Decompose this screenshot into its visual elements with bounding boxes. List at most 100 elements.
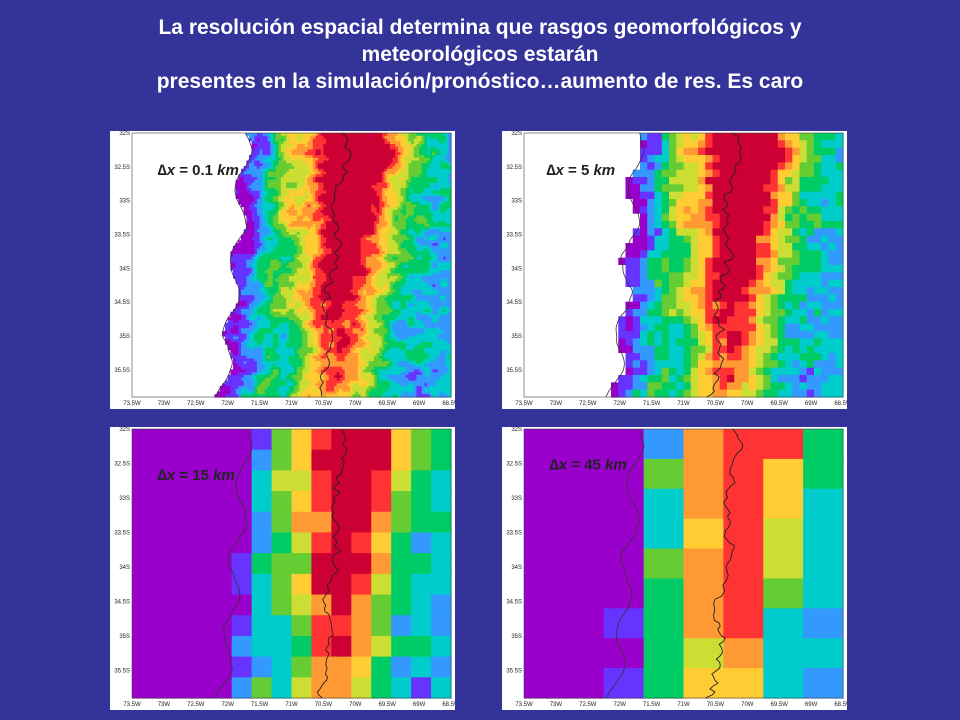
terrain-cell: [280, 188, 285, 192]
terrain-cell: [230, 221, 234, 225]
terrain-cell: [206, 229, 210, 233]
terrain-cell: [139, 174, 144, 178]
terrain-cell: [448, 157, 452, 162]
terrain-cell: [182, 135, 186, 140]
terrain-cell: [171, 157, 176, 162]
terrain-cell: [419, 185, 423, 189]
terrain-cell: [182, 168, 186, 173]
terrain-cell: [315, 168, 319, 173]
terrain-cell: [403, 215, 407, 219]
terrain-cell: [413, 226, 418, 230]
terrain-cell: [310, 141, 314, 145]
terrain-cell: [227, 177, 231, 181]
terrain-cell: [395, 144, 399, 148]
terrain-cell: [248, 223, 253, 228]
terrain-cell: [334, 204, 338, 208]
terrain-cell: [323, 177, 327, 181]
terrain-cell: [403, 182, 407, 186]
terrain-cell: [248, 221, 253, 225]
terrain-cell: [403, 204, 407, 208]
terrain-cell: [230, 218, 234, 222]
terrain-cell: [392, 196, 396, 200]
terrain-cell: [392, 193, 396, 197]
terrain-cell: [395, 146, 399, 151]
terrain-cell: [270, 221, 274, 225]
terrain-cell: [147, 215, 152, 219]
terrain-cell: [299, 149, 303, 153]
terrain-cell: [246, 190, 250, 195]
terrain-cell: [371, 144, 375, 148]
terrain-cell: [400, 149, 404, 153]
terrain-cell: [381, 166, 386, 170]
terrain-cell: [294, 210, 298, 214]
terrain-cell: [320, 149, 324, 153]
terrain-cell: [336, 174, 340, 178]
terrain-cell: [132, 135, 136, 140]
terrain-cell: [384, 196, 388, 200]
terrain-cell: [443, 234, 447, 239]
terrain-cell: [222, 160, 226, 164]
terrain-cell: [387, 182, 391, 186]
terrain-cell: [403, 168, 407, 173]
terrain-cell: [342, 166, 346, 170]
terrain-cell: [217, 201, 221, 206]
terrain-cell: [225, 166, 229, 170]
terrain-cell: [214, 190, 218, 195]
terrain-cell: [395, 232, 399, 236]
terrain-cell: [251, 166, 255, 170]
terrain-cell: [291, 223, 295, 228]
terrain-cell: [166, 163, 170, 167]
terrain-cell: [153, 201, 157, 206]
terrain-cell: [222, 149, 226, 153]
terrain-cell: [432, 152, 436, 156]
terrain-cell: [201, 196, 205, 200]
terrain-cell: [403, 201, 407, 206]
terrain-cell: [357, 199, 362, 203]
terrain-cell: [177, 237, 181, 241]
terrain-cell: [267, 177, 271, 181]
terrain-cell: [379, 229, 383, 233]
terrain-cell: [203, 149, 208, 153]
terrain-cell: [280, 133, 285, 137]
terrain-cell: [288, 174, 293, 178]
terrain-cell: [256, 144, 261, 148]
terrain-cell: [291, 155, 295, 159]
terrain-cell: [400, 193, 404, 197]
terrain-cell: [334, 199, 338, 203]
terrain-cell: [251, 221, 255, 225]
terrain-cell: [368, 218, 372, 222]
terrain-cell: [142, 188, 146, 192]
terrain-cell: [373, 196, 378, 200]
terrain-cell: [445, 171, 449, 175]
terrain-cell: [437, 144, 441, 148]
terrain-cell: [267, 141, 271, 145]
terrain-cell: [368, 199, 372, 203]
terrain-cell: [158, 207, 162, 211]
terrain-cell: [222, 157, 226, 162]
terrain-cell: [339, 196, 343, 200]
terrain-cell: [171, 179, 176, 184]
terrain-cell: [233, 177, 237, 181]
terrain-cell: [445, 185, 449, 189]
terrain-cell: [142, 182, 146, 186]
terrain-cell: [283, 201, 287, 206]
terrain-cell: [435, 196, 439, 200]
terrain-cell: [150, 218, 154, 222]
terrain-cell: [203, 166, 208, 170]
terrain-cell: [307, 212, 311, 217]
terrain-cell: [384, 157, 388, 162]
terrain-cell: [352, 155, 356, 159]
terrain-cell: [302, 188, 306, 192]
terrain-cell: [227, 232, 231, 236]
terrain-cell: [339, 232, 343, 236]
terrain-cell: [432, 166, 436, 170]
terrain-cell: [336, 221, 340, 225]
terrain-cell: [363, 179, 367, 184]
terrain-cell: [254, 174, 258, 178]
terrain-cell: [326, 234, 330, 239]
terrain-cell: [158, 163, 162, 167]
map-panel-dx-0-1km: 32S 32.5S 33S 33.5S 34S 34.5S 35S 35.5S 73.5W 73W…: [110, 131, 455, 409]
terrain-cell: [405, 171, 410, 175]
terrain-cell: [198, 212, 202, 217]
terrain-cell: [254, 210, 258, 214]
